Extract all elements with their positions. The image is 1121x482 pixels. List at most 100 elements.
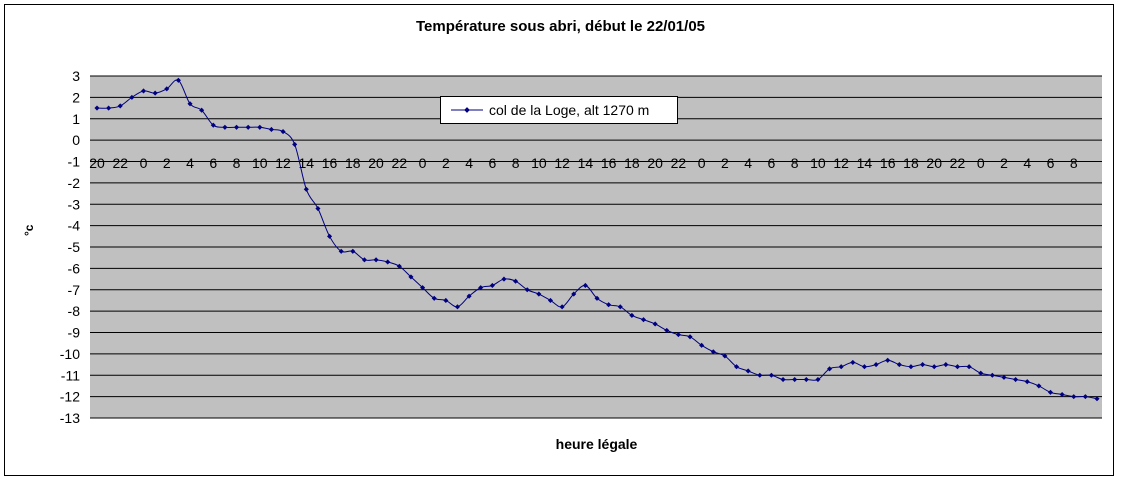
data-point bbox=[373, 257, 379, 263]
data-point bbox=[1082, 394, 1088, 400]
x-tick-label: 6 bbox=[768, 155, 776, 171]
x-tick-label: 16 bbox=[322, 155, 338, 171]
data-point bbox=[385, 259, 391, 265]
x-tick-label: 6 bbox=[1047, 155, 1055, 171]
x-tick-label: 14 bbox=[578, 155, 594, 171]
y-tick-label: -6 bbox=[68, 260, 81, 276]
data-point bbox=[396, 263, 402, 269]
data-point bbox=[699, 342, 705, 348]
data-point bbox=[431, 295, 437, 301]
data-point bbox=[896, 362, 902, 368]
x-tick-label: 18 bbox=[903, 155, 919, 171]
x-tick-labels: 20 22 0 2 4 6 8 10 12 14 16 18 20 22 0 2 4 6 8 10 12 14 16 18 20… bbox=[89, 155, 1078, 171]
data-point bbox=[547, 297, 554, 303]
x-tick-label: 20 bbox=[89, 155, 105, 171]
x-tick-label: 18 bbox=[345, 155, 361, 171]
x-tick-label: 6 bbox=[488, 155, 496, 171]
data-point bbox=[629, 312, 635, 318]
data-point bbox=[536, 291, 542, 297]
y-tick-label: -9 bbox=[68, 325, 81, 341]
data-point bbox=[420, 285, 426, 291]
x-tick-label: 10 bbox=[252, 155, 268, 171]
data-point bbox=[443, 297, 449, 303]
data-point bbox=[280, 129, 286, 135]
x-tick-label: 20 bbox=[647, 155, 663, 171]
data-point bbox=[1024, 379, 1030, 385]
y-tick-label: 3 bbox=[72, 68, 80, 84]
x-tick-label: 16 bbox=[601, 155, 617, 171]
data-point bbox=[873, 362, 879, 368]
data-point bbox=[513, 278, 519, 284]
data-point bbox=[489, 282, 495, 289]
data-point bbox=[524, 287, 530, 293]
data-point bbox=[408, 274, 414, 280]
y-tick-label: -10 bbox=[60, 346, 80, 362]
x-tick-label: 4 bbox=[1023, 155, 1031, 171]
x-tick-label: 22 bbox=[950, 155, 966, 171]
data-point bbox=[315, 205, 321, 212]
x-tick-label: 8 bbox=[1070, 155, 1078, 171]
data-point bbox=[245, 124, 251, 130]
data-point bbox=[687, 334, 693, 340]
data-point bbox=[327, 233, 333, 239]
data-point bbox=[350, 248, 356, 254]
data-point bbox=[733, 364, 740, 370]
y-tick-label: 0 bbox=[72, 132, 80, 148]
data-point bbox=[466, 293, 472, 299]
x-axis-label: heure légale bbox=[555, 436, 638, 452]
data-point bbox=[501, 276, 507, 282]
data-point bbox=[664, 327, 670, 333]
x-tick-label: 12 bbox=[833, 155, 849, 171]
legend-label: col de la Loge, alt 1270 m bbox=[489, 102, 650, 118]
x-tick-label: 2 bbox=[1000, 155, 1008, 171]
x-tick-label: 18 bbox=[624, 155, 640, 171]
data-point bbox=[94, 105, 100, 111]
data-point bbox=[989, 372, 995, 378]
x-tick-label: 4 bbox=[186, 155, 194, 171]
x-tick-label: 22 bbox=[671, 155, 687, 171]
data-point bbox=[187, 101, 193, 107]
data-point bbox=[233, 124, 240, 130]
x-tick-label: 20 bbox=[368, 155, 384, 171]
x-tick-label: 20 bbox=[926, 155, 942, 171]
y-tick-label: -11 bbox=[61, 367, 80, 383]
data-point bbox=[210, 122, 216, 128]
x-tick-label: 6 bbox=[209, 155, 217, 171]
y-tick-label: 1 bbox=[72, 111, 80, 127]
data-point bbox=[850, 359, 856, 365]
x-tick-label: 22 bbox=[112, 155, 128, 171]
x-tick-label: 22 bbox=[392, 155, 408, 171]
data-point bbox=[803, 376, 809, 383]
y-tick-label: 2 bbox=[72, 89, 80, 105]
data-point bbox=[815, 376, 821, 383]
y-tick-labels: 3 2 1 0 -1 -2 -3 -4 -5 -6 -7 -8 -9 -10 -11 -12 -13 bbox=[60, 68, 80, 426]
x-tick-label: 0 bbox=[419, 155, 427, 171]
y-tick-label: -1 bbox=[68, 154, 81, 170]
y-tick-label: -2 bbox=[68, 175, 81, 191]
legend-swatch-icon bbox=[451, 107, 483, 113]
x-tick-label: 8 bbox=[233, 155, 241, 171]
data-point bbox=[199, 107, 205, 113]
data-point bbox=[164, 86, 170, 92]
data-point bbox=[106, 105, 112, 111]
data-point bbox=[710, 349, 716, 355]
x-tick-label: 2 bbox=[163, 155, 171, 171]
x-tick-label: 2 bbox=[442, 155, 450, 171]
data-point bbox=[361, 257, 367, 263]
data-point bbox=[1071, 394, 1077, 400]
x-tick-label: 0 bbox=[977, 155, 985, 171]
x-tick-label: 12 bbox=[275, 155, 291, 171]
y-tick-label: -12 bbox=[60, 389, 80, 405]
y-tick-label: -13 bbox=[60, 410, 80, 426]
data-point bbox=[1059, 391, 1065, 398]
data-point bbox=[222, 124, 228, 130]
data-point bbox=[594, 295, 600, 301]
x-tick-label: 0 bbox=[140, 155, 148, 171]
x-tick-label: 14 bbox=[857, 155, 873, 171]
data-point bbox=[943, 362, 949, 368]
data-point bbox=[885, 357, 891, 363]
x-tick-label: 14 bbox=[299, 155, 315, 171]
y-tick-label: -8 bbox=[68, 303, 81, 319]
data-point bbox=[152, 90, 158, 96]
x-tick-label: 4 bbox=[744, 155, 752, 171]
